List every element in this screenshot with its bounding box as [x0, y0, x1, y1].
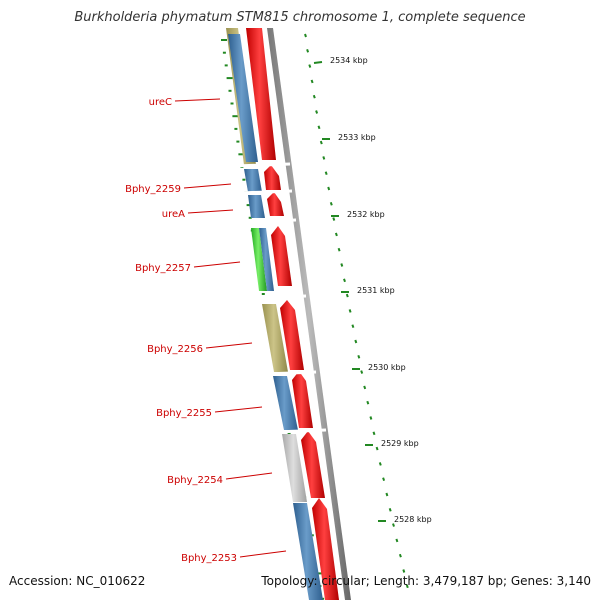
minor-tick — [312, 94, 316, 99]
gene-label-bphy2253[interactable]: Bphy_2253 — [181, 553, 237, 564]
gene-ureC-feature[interactable] — [228, 34, 258, 162]
minor-tick — [392, 523, 395, 527]
minor-tick — [306, 48, 310, 53]
minor-tick — [348, 309, 352, 313]
gene-bphy2257-arrow[interactable] — [271, 226, 292, 286]
minor-tick — [345, 293, 349, 298]
minor-tick — [340, 263, 344, 267]
gene-bphy2253-feature[interactable] — [293, 503, 323, 600]
minor-tick — [315, 110, 319, 114]
accession-text: Accession: NC_010622 — [9, 574, 146, 588]
gene-label-ureC[interactable]: ureC — [149, 97, 172, 108]
leader-line — [183, 183, 232, 189]
gene-ureC-arrow[interactable] — [246, 28, 276, 160]
leader-line — [225, 472, 273, 480]
leader-line — [187, 209, 234, 214]
gene-label-bphy2254[interactable]: Bphy_2254 — [167, 475, 223, 486]
minor-tick — [317, 125, 321, 130]
minor-tick — [366, 400, 370, 405]
ruler-label: 2534 kbp — [330, 56, 368, 65]
gene-label-bphy2255[interactable]: Bphy_2255 — [156, 408, 212, 419]
minor-tick — [369, 416, 373, 420]
minor-tick — [375, 446, 379, 451]
gene-ureA-feature[interactable] — [248, 195, 265, 218]
minor-tick — [388, 507, 392, 512]
map-title: Burkholderia phymatum STM815 chromosome … — [74, 10, 526, 25]
gene-bphy2259-feature[interactable] — [244, 169, 262, 192]
gene-label-bphy2256[interactable]: Bphy_2256 — [147, 344, 203, 355]
gene-label-ureA[interactable]: ureA — [162, 209, 185, 220]
minor-tick — [327, 186, 331, 191]
gene-bphy2255-feature[interactable] — [273, 376, 298, 430]
major-tick — [313, 61, 323, 64]
gene-bphy2254-arrow[interactable] — [301, 431, 325, 498]
topology-text: Topology: circular; Length: 3,479,187 bp… — [261, 574, 591, 588]
leader-line — [239, 550, 287, 558]
minor-tick — [382, 477, 386, 482]
minor-tick — [329, 201, 333, 206]
minor-tick — [405, 584, 409, 589]
minor-tick — [304, 33, 307, 38]
gene-bphy2256-arrow[interactable] — [280, 300, 304, 370]
minor-tick — [363, 385, 367, 390]
ruler-label: 2531 kbp — [357, 286, 395, 295]
leader-line — [214, 406, 263, 413]
minor-tick — [357, 354, 361, 359]
minor-tick — [395, 538, 399, 543]
minor-tick — [354, 339, 358, 344]
minor-tick — [310, 79, 314, 84]
minor-tick — [332, 217, 336, 221]
minor-tick — [308, 64, 312, 68]
minor-tick — [334, 232, 338, 237]
gene-bphy2256-feature[interactable] — [262, 304, 288, 372]
ruler-label: 2529 kbp — [381, 439, 419, 448]
gene-bphy2255-arrow[interactable] — [292, 371, 313, 428]
leader-line — [193, 261, 241, 268]
gene-bphy2257-feature[interactable] — [251, 228, 267, 291]
minor-tick — [322, 156, 326, 160]
gene-bphy2253-arrow[interactable] — [312, 498, 339, 600]
minor-tick — [360, 370, 364, 374]
ruler-label: 2528 kbp — [394, 515, 432, 524]
minor-tick — [402, 569, 406, 573]
minor-tick — [398, 553, 402, 558]
minor-tick — [378, 462, 382, 466]
ruler-label: 2530 kbp — [368, 363, 406, 372]
gene-bphy2259-arrow[interactable] — [264, 165, 281, 190]
minor-tick — [351, 324, 355, 329]
minor-tick — [372, 431, 376, 436]
ruler-label: 2533 kbp — [338, 133, 376, 142]
gene-ureA-arrow[interactable] — [267, 192, 284, 216]
forward-strand-track — [246, 28, 339, 600]
minor-tick — [319, 140, 323, 145]
minor-tick — [343, 278, 346, 283]
minor-tick — [324, 171, 328, 176]
leader-line — [174, 98, 221, 102]
gene-label-bphy2257[interactable]: Bphy_2257 — [135, 263, 191, 274]
minor-tick — [385, 492, 389, 497]
leader-line — [205, 342, 253, 349]
reverse-strand-track — [226, 28, 323, 600]
gene-bphy2257-feature[interactable] — [259, 228, 274, 291]
backbone-band — [267, 28, 351, 600]
feature-gaps — [235, 162, 327, 434]
gene-labels: ureC Bphy_2259 ureA Bphy_2257 Bphy_2256 … — [125, 97, 287, 564]
ruler-label: 2532 kbp — [347, 210, 385, 219]
gene-bphy2254-feature[interactable] — [282, 434, 307, 502]
ruler-labels: 2534 kbp 2533 kbp 2532 kbp 2531 kbp 2530… — [313, 56, 432, 524]
gene-label-bphy2259[interactable]: Bphy_2259 — [125, 184, 181, 195]
minor-tick — [337, 247, 341, 252]
